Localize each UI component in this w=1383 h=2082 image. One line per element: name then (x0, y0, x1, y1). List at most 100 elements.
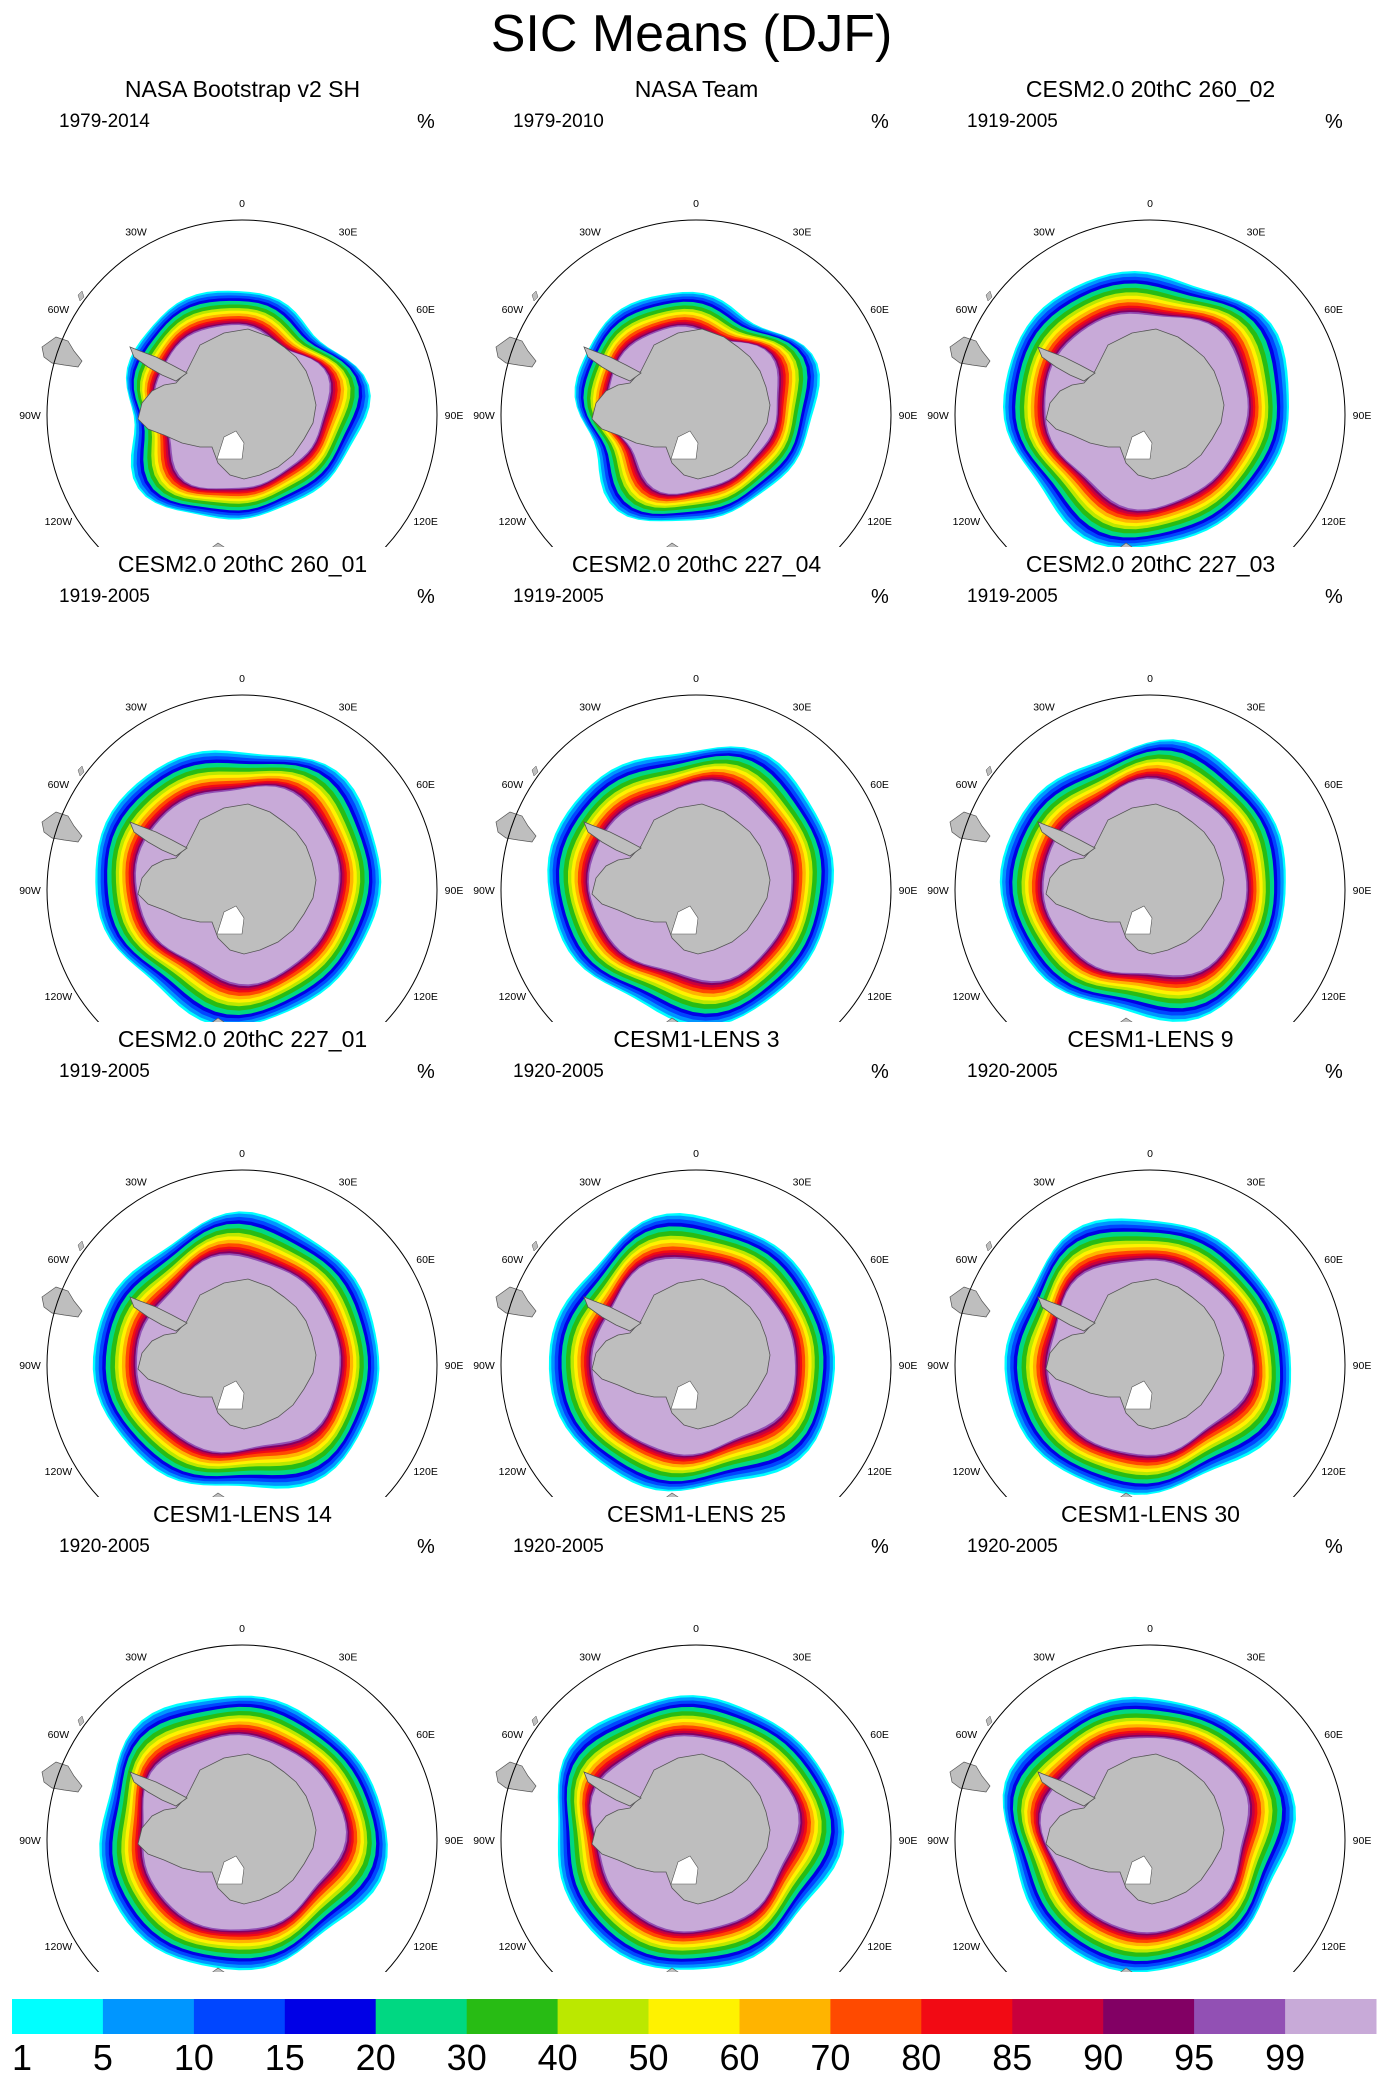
longitude-label: 90E (1353, 1835, 1372, 1847)
longitude-label: 90W (473, 1835, 495, 1847)
longitude-label: 90W (473, 1360, 495, 1372)
antarctic-peninsula (129, 821, 188, 857)
panel-title: NASA Team (634, 76, 759, 102)
longitude-label: 90E (899, 410, 918, 422)
panel-unit: % (1325, 586, 1343, 608)
longitude-label: 120E (413, 1941, 438, 1953)
colorbar-swatch (193, 1999, 286, 2034)
panel-unit: % (417, 1061, 435, 1083)
longitude-label: 60W (956, 779, 978, 791)
longitude-label: 90E (445, 410, 464, 422)
panel-period: 1979-2014 (59, 111, 150, 132)
map-boundary (46, 1644, 438, 1972)
longitude-label: 30W (579, 1651, 601, 1663)
longitude-label: 90E (899, 1360, 918, 1372)
island (985, 765, 993, 777)
colorbar-label: 40 (538, 2037, 578, 2078)
panel-unit: % (417, 586, 435, 608)
longitude-label: 90E (899, 885, 918, 897)
longitude-label: 120E (413, 516, 438, 528)
polar-map: 030E60E90E120E150E180150W120W90W60W30W (473, 1623, 918, 1972)
antarctic-peninsula (1037, 346, 1096, 382)
longitude-label: 0 (1147, 673, 1153, 685)
longitude-label: 90E (1353, 885, 1372, 897)
ross-ice-shelf (216, 1855, 245, 1885)
longitude-label: 120E (867, 991, 892, 1003)
colorbar-label: 99 (1265, 2037, 1305, 2078)
longitude-label: 30E (793, 701, 812, 713)
antarctica-landmass (591, 1753, 771, 1905)
panel-title: CESM2.0 20thC 260_01 (117, 551, 368, 577)
map-boundary (46, 694, 438, 1022)
longitude-label: 0 (693, 1623, 699, 1635)
panel-unit: % (417, 111, 435, 133)
colorbar-swatch (739, 1999, 831, 2034)
ross-ice-shelf (1124, 430, 1153, 460)
map-boundary (500, 219, 892, 547)
longitude-label: 30W (1033, 701, 1055, 713)
ross-ice-shelf (670, 1380, 699, 1410)
longitude-label: 120W (499, 1941, 527, 1953)
antarctica-landmass (1045, 803, 1225, 955)
longitude-label: 60E (1324, 1729, 1343, 1741)
panel-period: 1919-2005 (967, 111, 1058, 132)
longitude-label: 120W (953, 1941, 981, 1953)
longitude-label: 90W (927, 1360, 949, 1372)
ross-ice-shelf (670, 1855, 699, 1885)
colorbar-swatch (12, 1999, 104, 2034)
map-panel: CESM1-LENS 14 1920-2005 % 0 30E 60E 90E 120E… (12, 1500, 473, 1972)
map-panel: CESM2.0 20thC 260_02 1919-2005 % 0 30E 60E… (920, 75, 1381, 547)
longitude-label: 30E (339, 1176, 358, 1188)
new-zealand-fragment (1120, 1492, 1133, 1497)
longitude-label: 30E (1247, 1651, 1266, 1663)
longitude-label: 90W (927, 885, 949, 897)
longitude-label: 120W (45, 1466, 73, 1478)
longitude-label: 120W (953, 991, 981, 1003)
longitude-label: 30W (579, 1176, 601, 1188)
new-zealand-fragment (666, 1492, 679, 1497)
longitude-label: 0 (239, 198, 245, 210)
panel-title: CESM2.0 20thC 227_04 (571, 551, 822, 577)
longitude-label: 60E (1324, 779, 1343, 791)
longitude-label: 60W (502, 1729, 524, 1741)
longitude-label: 60E (416, 304, 435, 316)
island (985, 1715, 993, 1727)
island (77, 290, 85, 302)
longitude-label: 60W (502, 304, 524, 316)
longitude-label: 60W (502, 1254, 524, 1266)
longitude-label: 60E (1324, 1254, 1343, 1266)
longitude-label: 90W (927, 1835, 949, 1847)
longitude-label: 120W (953, 1466, 981, 1478)
map-boundary (46, 1169, 438, 1497)
longitude-label: 30W (125, 1651, 147, 1663)
panel-title: CESM1-LENS 14 (153, 1501, 332, 1527)
antarctic-peninsula (1037, 1296, 1096, 1332)
colorbar-swatch (1103, 1999, 1195, 2034)
new-zealand-fragment (666, 1017, 679, 1022)
map-panel: NASA Bootstrap v2 SH 1979-2014 % 0 30E 60E… (12, 75, 473, 547)
antarctica-landmass (591, 1278, 771, 1430)
panel-period: 1920-2005 (59, 1536, 150, 1557)
colorbar-label: 5 (93, 2037, 113, 2078)
new-zealand-fragment (212, 1492, 225, 1497)
panel-period: 1919-2005 (59, 586, 150, 607)
longitude-label: 30E (793, 1651, 812, 1663)
polar-map: 030E60E90E120E150E180150W120W90W60W30W (19, 1148, 463, 1497)
longitude-label: 90E (899, 1835, 918, 1847)
colorbar-label: 10 (174, 2037, 214, 2078)
longitude-label: 60E (416, 779, 435, 791)
longitude-label: 120E (867, 516, 892, 528)
polar-map: 030E60E90E120E150E180150W120W90W60W30W (473, 673, 918, 1022)
longitude-label: 30W (579, 701, 601, 713)
antarctica-landmass (137, 803, 317, 955)
longitude-label: 120E (1321, 1466, 1346, 1478)
longitude-label: 60W (956, 1729, 978, 1741)
longitude-label: 30W (125, 701, 147, 713)
longitude-label: 60E (416, 1729, 435, 1741)
longitude-label: 120W (45, 516, 73, 528)
map-panel: NASA Team 1979-2010 % 030E60E90E120E150E… (466, 75, 927, 547)
antarctica-landmass (1045, 1278, 1225, 1430)
colorbar-swatch (921, 1999, 1013, 2034)
main-title: SIC Means (DJF) (490, 5, 893, 63)
longitude-label: 0 (239, 1623, 245, 1635)
